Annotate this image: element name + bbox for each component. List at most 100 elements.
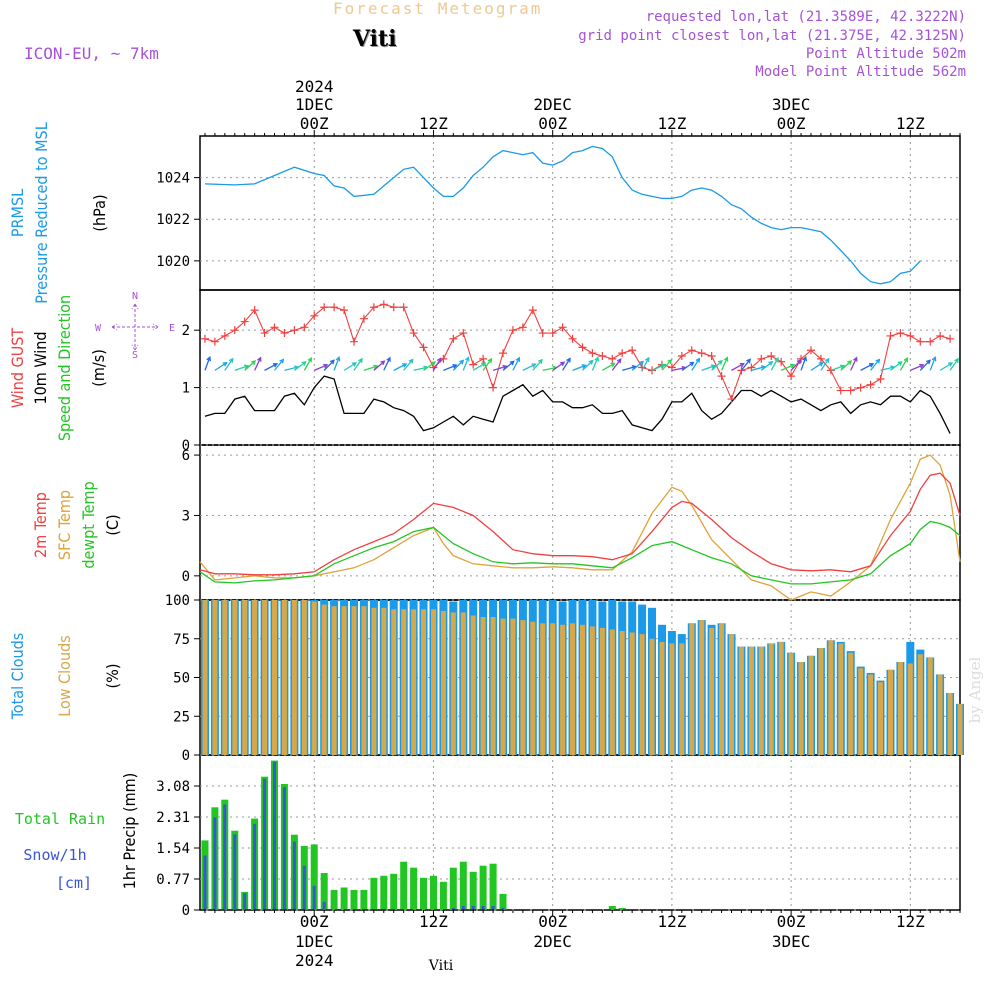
wind-arrow-head — [487, 357, 493, 364]
top-time-label: 12Z — [657, 114, 686, 133]
product-title: Forecast Meteogram — [333, 0, 543, 18]
wind-arrow-head — [839, 364, 846, 370]
low-cloud-bar — [222, 600, 228, 755]
gust-marker — [727, 395, 736, 404]
low-cloud-bar — [848, 652, 854, 755]
gust-marker — [369, 303, 378, 312]
wind-label-10m: 10m Wind — [31, 331, 50, 404]
temp-tick-label: 0 — [182, 569, 190, 585]
bottom-time-label: 12Z — [419, 912, 448, 931]
gust-marker — [349, 337, 358, 346]
wind-arrow-head — [660, 363, 666, 369]
grid-point-coords: grid point closest lon,lat (21.375E, 42.… — [578, 28, 966, 44]
wind-arrow — [443, 364, 457, 371]
low-cloud-bar — [828, 640, 834, 755]
low-cloud-bar — [232, 600, 238, 755]
wind-arrow — [701, 364, 716, 371]
wind-arrow-head — [644, 356, 650, 362]
wind-arrow — [522, 363, 536, 371]
wind-arrow-head — [459, 359, 465, 365]
gust-marker — [200, 334, 209, 343]
low-cloud-bar — [321, 604, 327, 755]
wind-arrow — [323, 359, 335, 371]
snow-bar — [312, 885, 316, 910]
gust-marker — [449, 334, 458, 343]
low-cloud-bar — [311, 601, 317, 755]
rain-bar — [400, 861, 408, 910]
wind-arrow — [910, 364, 924, 371]
gust-marker — [330, 303, 339, 312]
wind-arrow — [264, 363, 278, 371]
snow-bar — [292, 841, 296, 910]
wind-arrow — [303, 357, 312, 371]
wind-arrow-head — [667, 358, 673, 365]
gust-marker — [300, 323, 309, 332]
gust-marker — [787, 372, 796, 381]
gust-marker — [538, 329, 547, 338]
wind-arrow — [224, 358, 234, 371]
gust-marker — [886, 331, 895, 340]
pressure-tick-label: 1024 — [156, 171, 190, 187]
wind-arrow-head — [509, 360, 515, 366]
gust-marker — [230, 326, 239, 335]
low-cloud-bar — [351, 606, 357, 755]
gust-marker — [806, 346, 815, 355]
low-cloud-bar — [808, 655, 814, 755]
wind-label-gust: Wind GUST — [8, 328, 27, 409]
low-cloud-bar — [679, 643, 685, 755]
gust-marker — [717, 372, 726, 381]
low-cloud-bar — [540, 623, 546, 756]
wind-arrow-head — [481, 362, 487, 367]
wind-arrow — [542, 366, 557, 372]
wind-arrow-head — [222, 361, 228, 367]
wind-arrow-head — [515, 356, 521, 362]
precip-tick-label: 0 — [182, 903, 190, 919]
low-cloud-bar — [649, 638, 655, 756]
low-cloud-bar — [927, 657, 933, 755]
gust-marker — [916, 337, 925, 346]
low-cloud-bar — [748, 646, 754, 755]
snow-bar — [302, 865, 306, 910]
wind-arrow — [711, 360, 723, 371]
temp-tick-label: 6 — [182, 448, 190, 464]
wind-arrow-head — [875, 358, 881, 364]
compass-west: W — [95, 323, 102, 334]
snow-bar — [322, 901, 326, 910]
wind-arrow — [622, 365, 636, 371]
low-cloud-bar — [947, 693, 953, 755]
wind-arrow-head — [256, 356, 262, 362]
top-date-label: 1DEC — [295, 95, 334, 114]
sfc-temp-line — [199, 454, 961, 601]
gust-marker — [469, 360, 478, 369]
gust-marker — [409, 329, 418, 338]
wind-arrow-head — [947, 362, 954, 367]
clouds-tick-label: 50 — [173, 671, 190, 687]
wind-arrow — [313, 364, 328, 371]
rain-bar — [320, 873, 328, 910]
2m-temp-line — [199, 472, 961, 576]
rain-bar — [370, 877, 378, 910]
wind-arrow-head — [228, 357, 234, 363]
wind-arrow — [552, 361, 565, 371]
wind-arrow-head — [768, 360, 774, 366]
bottom-time-label: 00Z — [538, 912, 567, 931]
wind-arrow-head — [537, 358, 543, 364]
pressure-unit: (hPa) — [90, 194, 109, 231]
snow-bar — [481, 906, 485, 910]
gust-marker — [687, 346, 696, 355]
wind-arrow — [929, 357, 936, 371]
model-label: ICON-EU, ~ 7km — [24, 44, 159, 63]
gust-marker — [677, 352, 686, 361]
rain-bar — [439, 881, 447, 910]
wind-arrow — [602, 362, 615, 371]
wind-arrow — [651, 363, 665, 371]
gust-marker — [528, 306, 537, 315]
low-cloud-bar — [798, 662, 804, 755]
wind-arrow-head — [386, 356, 391, 362]
rain-bar — [410, 867, 418, 910]
low-cloud-bar — [242, 600, 248, 755]
wind-arrow-head — [402, 363, 408, 368]
bottom-year-label: 2024 — [295, 951, 334, 970]
panel-frame-temp — [199, 444, 961, 601]
wind-arrow-head — [452, 364, 458, 369]
